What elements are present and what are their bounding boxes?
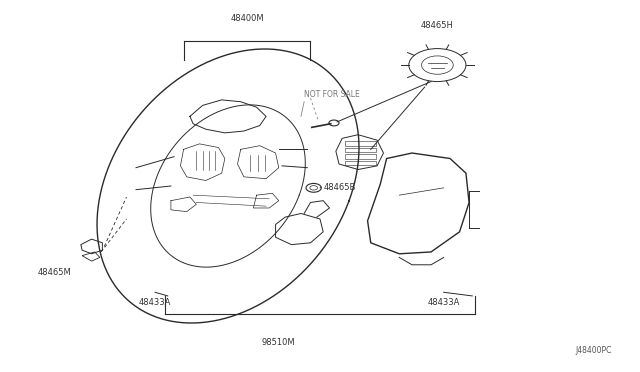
Bar (346, 154, 376, 159)
Text: 48465H: 48465H (421, 21, 454, 30)
Text: 48400M: 48400M (230, 14, 264, 23)
Text: 48465B: 48465B (323, 183, 356, 192)
Bar (346, 141, 376, 146)
Bar (346, 148, 376, 152)
Text: J48400PC: J48400PC (575, 346, 612, 355)
Text: 98510M: 98510M (262, 338, 296, 347)
Text: 48433A: 48433A (428, 298, 460, 307)
Bar (346, 161, 376, 166)
Text: 48433A: 48433A (139, 298, 172, 307)
Text: 48465M: 48465M (38, 269, 72, 278)
Text: NOT FOR SALE: NOT FOR SALE (304, 90, 360, 99)
